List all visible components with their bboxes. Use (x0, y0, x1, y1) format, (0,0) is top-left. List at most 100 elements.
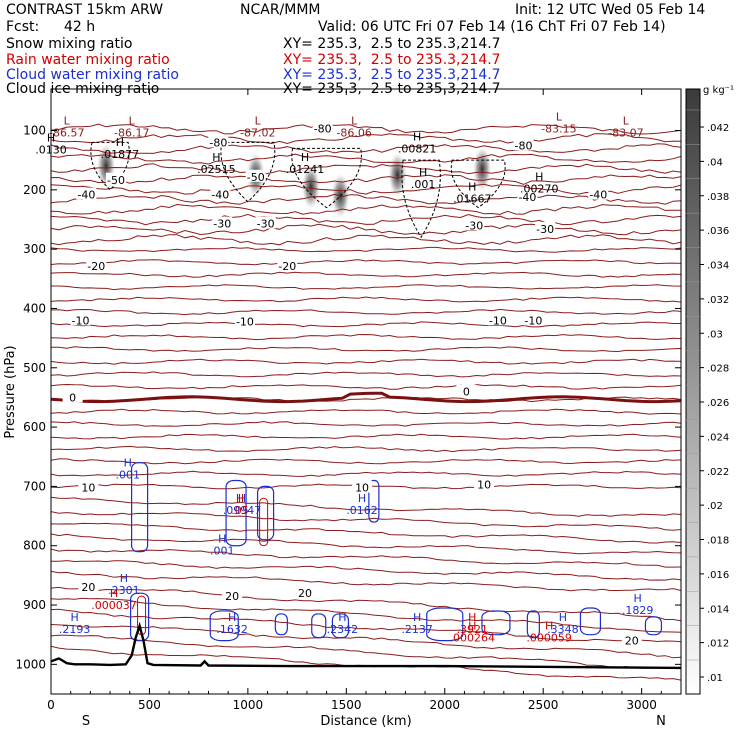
extremum-mark: H (236, 492, 244, 505)
contour-label: -50 (247, 171, 265, 184)
contour-label: -10 (524, 314, 542, 327)
contour-label: -80 (314, 123, 332, 136)
temperature-contour (51, 213, 681, 226)
colorbar-tick-label: .042 (707, 123, 729, 134)
cloud-water-contour (368, 479, 380, 523)
contour-label-bg (464, 218, 485, 231)
temperature-contour (51, 333, 681, 341)
cloud-water-contour (644, 616, 663, 636)
contour-label-bg (105, 172, 126, 185)
extremum-mark: H (419, 166, 427, 179)
contour-label-bg (245, 169, 266, 182)
extremum-value: .001 (116, 469, 141, 482)
extremum-mark: L (623, 114, 630, 127)
x-axis-title: Distance (km) (320, 714, 411, 729)
temperature-contour (51, 458, 681, 465)
temperature-contour (51, 143, 681, 154)
init-time: Init: 12 UTC Wed 05 Feb 14 (515, 2, 706, 18)
extremum-value: .2301 (108, 584, 140, 597)
contour-label: 10 (477, 479, 491, 492)
extremum-value: .001 (210, 544, 235, 557)
extremum-mark: H (545, 620, 553, 633)
extremum-mark: H (338, 611, 346, 624)
y-tick-label: 700 (23, 479, 46, 493)
temperature-contour (51, 234, 681, 246)
extremum-mark: H (468, 611, 476, 624)
extremum-mark: H (110, 587, 118, 600)
extremum-value: .2137 (401, 623, 433, 636)
contour-label: -50 (107, 174, 125, 187)
contour-label: -80 (209, 136, 227, 149)
extremum-mark: H (228, 611, 236, 624)
colorbar-tick-label: .02 (707, 501, 723, 512)
extremum-value: -87.02 (240, 126, 275, 139)
colorbar-tick-label: .04 (707, 157, 723, 168)
contour-label-bg (86, 258, 107, 271)
cloud-water-contour (311, 613, 327, 639)
y-tick-label: 500 (23, 361, 46, 375)
contour-label-bg (312, 121, 333, 134)
extremum-value: .1632 (216, 623, 248, 636)
contour-label-bg (277, 258, 298, 271)
legend-snow-xy: XY= 235.3, 2.5 to 235.3,214.7 (283, 36, 501, 52)
contour-label-bg (294, 586, 315, 599)
temperature-contour (51, 296, 681, 303)
cloud-water-contour (331, 613, 350, 639)
y-tick-label: 400 (23, 301, 46, 315)
snow-shade-core (388, 153, 407, 198)
colorbar: .042 .04 .038 .036 .034 .032 .03 .028 .026 .024 .0… (685, 88, 729, 695)
y-tick-label: 900 (23, 598, 46, 612)
extremum-mark: L (255, 114, 262, 127)
y-tick-label: 300 (23, 242, 46, 256)
contour-label: -80 (515, 139, 533, 152)
contour-label: -40 (211, 189, 229, 202)
y-tick-label: 600 (23, 420, 46, 434)
cloud-ice-outline (90, 141, 130, 191)
temperature-contour (51, 246, 681, 253)
contour-label-bg (222, 589, 243, 602)
y-tick-label: 200 (23, 183, 46, 197)
cloud-water-contour (225, 479, 247, 547)
contour-label: -10 (489, 314, 507, 327)
x-tick-label: 500 (138, 698, 161, 712)
contour-label: 20 (225, 590, 239, 603)
temperature-contour (51, 560, 681, 581)
extremum-value: .02515 (197, 163, 236, 176)
colorbar-tick-label: .026 (707, 398, 729, 409)
cloud-water-contour (426, 607, 464, 642)
fcst-label: Fcst: (6, 19, 40, 35)
extremum-value: .01667 (453, 193, 492, 206)
extremum-mark: H (468, 181, 476, 194)
contour-label-bg (76, 187, 97, 200)
colorbar-tick-label: .018 (707, 536, 729, 547)
contour-label: -40 (77, 189, 95, 202)
x-tick-label: 0 (47, 698, 55, 712)
temperature-contour (51, 133, 681, 145)
contour-label-bg (70, 313, 91, 326)
temperature-contour (51, 193, 681, 205)
cloud-water-contour (129, 592, 150, 642)
contour-label-bg (208, 135, 229, 148)
temperature-contour (51, 511, 681, 531)
temperature-contour (51, 445, 681, 453)
extremum-value: -86.57 (49, 126, 84, 139)
fcst-value: 42 h (64, 19, 96, 35)
x-tick-label: 1000 (233, 698, 264, 712)
cloud-water-contour (274, 613, 288, 636)
y-tick-label: 1000 (15, 657, 46, 671)
contour-label-bg (234, 314, 255, 327)
terrain-profile (51, 621, 681, 670)
temperature-contour (51, 163, 681, 175)
contour-label-bg (474, 477, 495, 490)
extremum-mark: H (124, 457, 132, 470)
colorbar-tick-label: .036 (707, 226, 729, 237)
extremum-mark: H (212, 151, 220, 164)
contour-label: 20 (625, 635, 639, 648)
colorbar-tick-label: .03 (707, 329, 723, 340)
x-tick-label: 2500 (528, 698, 559, 712)
contour-label-bg (210, 187, 231, 200)
contour-label: 0 (69, 391, 76, 404)
temperature-contour (51, 586, 681, 622)
temperature-contour (51, 371, 681, 378)
extremum-value: -86.06 (336, 126, 371, 139)
